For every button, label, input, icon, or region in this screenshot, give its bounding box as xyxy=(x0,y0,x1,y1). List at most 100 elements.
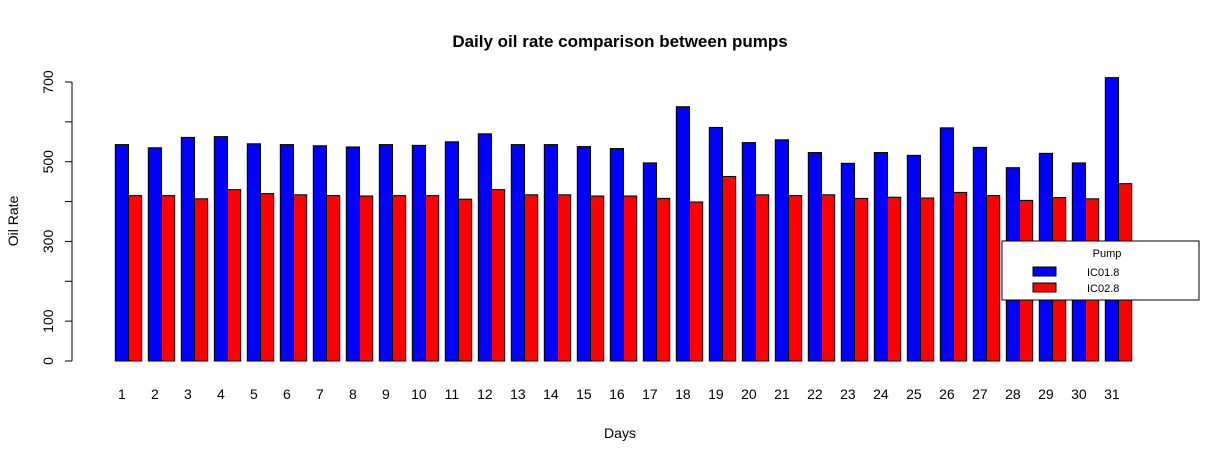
legend-title: Pump xyxy=(1093,248,1122,260)
bar-IC01.8-day-20 xyxy=(741,142,756,362)
bar-IC01.8-day-3 xyxy=(180,136,196,362)
bar-IC01.8-day-7 xyxy=(312,145,327,362)
x-tick-label: 1 xyxy=(118,386,126,402)
y-tick-label: 300 xyxy=(40,230,56,254)
y-tick-label: 500 xyxy=(40,150,56,174)
x-axis-label: Days xyxy=(604,425,636,441)
bar-IC02.8-day-16 xyxy=(623,195,638,362)
legend-swatch xyxy=(1032,266,1057,277)
bar-IC02.8-day-12 xyxy=(491,189,506,362)
bar-IC02.8-day-7 xyxy=(326,195,341,362)
bar-IC02.8-day-10 xyxy=(425,195,440,362)
bar-IC01.8-day-12 xyxy=(477,133,492,362)
x-tick-label: 22 xyxy=(807,386,823,402)
y-tick-label: 0 xyxy=(40,357,56,365)
bar-IC01.8-day-26 xyxy=(939,127,954,362)
x-tick-label: 10 xyxy=(411,386,427,402)
x-tick-label: 9 xyxy=(382,386,390,402)
bar-IC02.8-day-3 xyxy=(194,198,209,362)
x-tick-label: 29 xyxy=(1038,386,1054,402)
x-tick-labels: 1 2 3 4 5 6 7 8 9 10 11 12 13 14 15 16 17 18 19 20 21 22 23 24 2… xyxy=(118,386,1120,402)
x-tick-label: 2 xyxy=(151,386,159,402)
x-tick-label: 23 xyxy=(840,386,856,402)
x-tick-label: 6 xyxy=(283,386,291,402)
chart-title: Daily oil rate comparison between pumps xyxy=(452,32,787,51)
bar-IC01.8-day-27 xyxy=(972,146,987,362)
bar-IC01.8-day-18 xyxy=(675,106,690,362)
bar-IC02.8-day-15 xyxy=(590,195,605,362)
legend-swatch xyxy=(1032,282,1057,293)
bar-IC01.8-day-19 xyxy=(708,126,723,362)
x-tick-label: 4 xyxy=(217,386,225,402)
bar-IC01.8-day-23 xyxy=(840,162,855,362)
legend-label: IC02.8 xyxy=(1087,283,1119,295)
x-tick-label: 20 xyxy=(741,386,757,402)
bar-IC01.8-day-2 xyxy=(147,147,163,362)
bar-IC01.8-day-21 xyxy=(774,139,789,362)
x-tick-label: 8 xyxy=(349,386,357,402)
bars xyxy=(114,77,1133,362)
y-axis-label: Oil Rate xyxy=(5,196,21,247)
bar-IC02.8-day-6 xyxy=(293,194,308,362)
y-axis: 0 100 300 500 700 xyxy=(40,70,73,365)
bar-IC02.8-day-19 xyxy=(722,175,737,362)
x-tick-label: 19 xyxy=(708,386,724,402)
bar-IC02.8-day-11 xyxy=(458,198,473,362)
x-tick-label: 16 xyxy=(609,386,625,402)
bar-IC01.8-day-4 xyxy=(213,136,229,362)
x-tick-label: 31 xyxy=(1104,386,1120,402)
bar-IC02.8-day-17 xyxy=(656,197,671,362)
bar-IC01.8-day-24 xyxy=(873,152,888,362)
legend: Pump IC01.8 IC02.8 xyxy=(1001,240,1200,301)
bar-IC01.8-day-16 xyxy=(609,148,624,362)
x-tick-label: 21 xyxy=(774,386,790,402)
x-tick-label: 17 xyxy=(642,386,658,402)
bar-IC01.8-day-13 xyxy=(510,144,525,362)
bar-IC02.8-day-18 xyxy=(689,201,704,362)
x-tick-label: 28 xyxy=(1005,386,1021,402)
bar-IC01.8-day-6 xyxy=(279,144,294,362)
x-tick-label: 13 xyxy=(510,386,526,402)
bar-IC02.8-day-26 xyxy=(953,191,968,362)
x-tick-label: 18 xyxy=(675,386,691,402)
x-tick-label: 24 xyxy=(873,386,889,402)
bar-IC02.8-day-2 xyxy=(161,195,176,362)
y-tick-label: 700 xyxy=(40,70,56,94)
bar-IC02.8-day-9 xyxy=(392,195,407,362)
bar-IC02.8-day-27 xyxy=(986,195,1001,362)
x-tick-label: 27 xyxy=(972,386,988,402)
bar-IC01.8-day-17 xyxy=(642,162,657,362)
x-tick-label: 12 xyxy=(477,386,493,402)
bar-IC01.8-day-11 xyxy=(444,141,459,362)
bar-IC02.8-day-14 xyxy=(557,194,572,362)
bar-IC01.8-day-31 xyxy=(1104,77,1120,362)
bar-IC02.8-day-8 xyxy=(359,195,374,362)
bar-IC01.8-day-15 xyxy=(576,146,591,362)
bar-IC01.8-day-25 xyxy=(906,154,921,362)
x-tick-label: 5 xyxy=(250,386,258,402)
bar-IC01.8-day-14 xyxy=(543,144,558,362)
x-tick-label: 26 xyxy=(939,386,955,402)
bar-IC01.8-day-1 xyxy=(114,144,130,362)
x-tick-label: 15 xyxy=(576,386,592,402)
bar-IC02.8-day-25 xyxy=(920,197,935,362)
x-tick-label: 14 xyxy=(543,386,559,402)
bar-IC02.8-day-20 xyxy=(755,194,770,362)
bar-IC01.8-day-8 xyxy=(345,146,360,362)
bar-IC02.8-day-21 xyxy=(788,195,803,362)
bar-IC02.8-day-22 xyxy=(821,194,836,362)
y-tick-label: 100 xyxy=(40,309,56,333)
x-tick-label: 11 xyxy=(445,386,460,402)
bar-IC02.8-day-24 xyxy=(887,196,902,362)
bar-IC01.8-day-5 xyxy=(246,143,262,362)
x-tick-label: 30 xyxy=(1071,386,1087,402)
legend-label: IC01.8 xyxy=(1087,267,1119,279)
bar-IC01.8-day-22 xyxy=(807,152,822,362)
bar-IC02.8-day-13 xyxy=(524,194,539,362)
x-tick-label: 3 xyxy=(184,386,192,402)
bar-IC02.8-day-5 xyxy=(260,193,275,362)
bar-IC02.8-day-23 xyxy=(854,197,869,362)
bar-IC01.8-day-10 xyxy=(411,144,426,362)
bar-IC02.8-day-4 xyxy=(227,189,242,362)
